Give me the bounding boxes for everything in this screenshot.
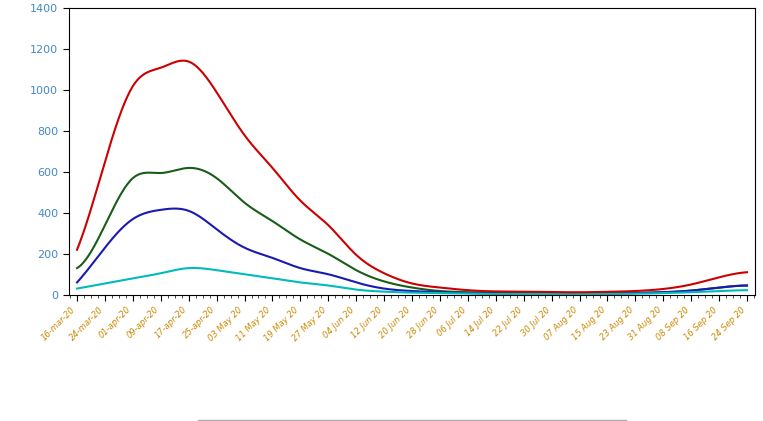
AV Centro bbox=[581, 291, 591, 296]
Line: AV Centro: AV Centro bbox=[77, 168, 747, 293]
AV Sud-Est bbox=[500, 291, 509, 296]
Regione Toscana bbox=[462, 288, 472, 293]
AV Nord-Ovest bbox=[500, 291, 509, 296]
AV Sud-Est bbox=[189, 265, 198, 270]
AV Centro bbox=[72, 266, 82, 271]
AV Sud-Est bbox=[742, 288, 752, 293]
Regione Toscana bbox=[178, 58, 187, 63]
AV Sud-Est bbox=[561, 292, 570, 297]
AV Centro bbox=[185, 165, 195, 171]
AV Nord-Ovest bbox=[114, 229, 123, 234]
Regione Toscana bbox=[114, 117, 123, 123]
AV Nord-Ovest bbox=[582, 291, 591, 296]
AV Nord-Ovest bbox=[651, 290, 660, 295]
AV Sud-Est bbox=[114, 278, 123, 283]
Regione Toscana bbox=[480, 289, 489, 294]
AV Sud-Est bbox=[462, 291, 472, 296]
AV Nord-Ovest bbox=[742, 283, 752, 288]
Regione Toscana bbox=[651, 287, 660, 292]
AV Centro bbox=[114, 197, 123, 202]
AV Centro bbox=[742, 283, 752, 288]
Line: Regione Toscana: Regione Toscana bbox=[77, 61, 747, 292]
Regione Toscana bbox=[72, 247, 82, 252]
AV Centro bbox=[651, 290, 660, 295]
AV Nord-Ovest bbox=[480, 291, 489, 296]
AV Sud-Est bbox=[651, 291, 660, 296]
AV Centro bbox=[590, 291, 599, 296]
AV Centro bbox=[500, 290, 509, 296]
AV Sud-Est bbox=[480, 291, 489, 296]
AV Nord-Ovest bbox=[171, 206, 180, 211]
Line: AV Nord-Ovest: AV Nord-Ovest bbox=[77, 208, 747, 294]
Regione Toscana bbox=[582, 290, 591, 295]
AV Centro bbox=[462, 290, 472, 295]
Line: AV Sud-Est: AV Sud-Est bbox=[77, 268, 747, 294]
Legend: AV Centro, AV Nord-Ovest, AV Sud-Est, Regione Toscana: AV Centro, AV Nord-Ovest, AV Sud-Est, Re… bbox=[197, 420, 627, 421]
AV Centro bbox=[480, 290, 489, 295]
AV Sud-Est bbox=[582, 291, 591, 296]
AV Nord-Ovest bbox=[529, 291, 538, 296]
AV Nord-Ovest bbox=[72, 280, 82, 285]
Regione Toscana bbox=[500, 289, 509, 294]
AV Sud-Est bbox=[72, 286, 82, 291]
AV Nord-Ovest bbox=[462, 290, 472, 296]
Regione Toscana bbox=[571, 290, 580, 295]
Regione Toscana bbox=[742, 270, 752, 275]
